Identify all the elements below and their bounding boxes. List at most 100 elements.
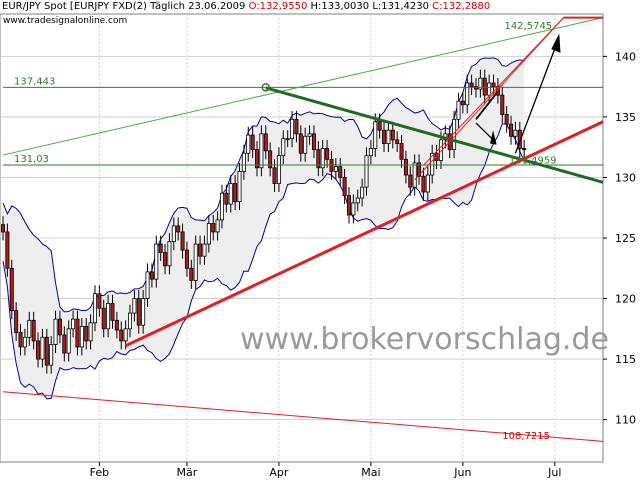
level-label-1314959: 131,4959	[509, 155, 557, 166]
y-tick-label: 130	[615, 171, 636, 184]
level-label-1425745: 142,5745	[504, 21, 552, 32]
candle-body	[18, 332, 23, 348]
candle-body	[36, 340, 41, 360]
candle-body	[395, 139, 400, 144]
x-tick-label: Jul	[547, 466, 561, 479]
x-tick-label: Feb	[90, 466, 109, 479]
candle-body	[193, 243, 198, 281]
y-tick-label: 125	[615, 232, 636, 245]
y-tick-label: 110	[615, 414, 636, 427]
candle-body	[14, 310, 19, 333]
candle-body	[281, 138, 286, 157]
target-arrowhead	[551, 33, 561, 53]
candle-body	[421, 175, 426, 193]
candle-body	[27, 319, 32, 338]
green-downtrend-line	[265, 86, 604, 184]
y-tick-label: 115	[615, 353, 636, 366]
candle-body	[211, 223, 216, 233]
candle-body	[171, 225, 176, 243]
candle-body	[320, 147, 325, 169]
candle-body	[149, 271, 154, 280]
website-label: www.tradesignalonline.com	[3, 16, 128, 26]
bollinger-upper	[2, 57, 525, 313]
candle-body	[487, 82, 492, 96]
candle-body	[500, 94, 505, 115]
candle-body	[373, 121, 378, 149]
candle-body	[9, 267, 14, 312]
x-tick-label: Apr	[269, 466, 289, 479]
candle-body	[180, 231, 185, 251]
candle-body	[491, 82, 496, 88]
candle-body	[325, 147, 330, 160]
candle-body	[355, 197, 360, 204]
candle-body	[198, 243, 203, 257]
candle-body	[71, 318, 76, 330]
candle-body	[246, 134, 251, 154]
candle-body	[62, 334, 67, 354]
candle-body	[154, 243, 159, 280]
target-arrow	[514, 36, 560, 154]
level-label-13103: 131,03	[14, 154, 49, 165]
candle-body	[167, 241, 172, 267]
candle-body	[504, 114, 509, 125]
candle-body	[163, 252, 168, 267]
candle-body	[22, 336, 27, 348]
pivot-marker	[261, 83, 271, 92]
candle-body	[189, 267, 194, 281]
candle-body	[351, 202, 356, 216]
candle-body	[386, 129, 391, 144]
bollinger-fill	[3, 57, 525, 399]
candle-body	[49, 344, 54, 366]
candle-body	[272, 167, 277, 184]
candle-body	[417, 162, 422, 177]
y-tick-label: 140	[615, 50, 636, 63]
red-channel-upper	[423, 17, 564, 166]
candle-body	[517, 129, 522, 149]
close-value: C:132,2880	[432, 1, 491, 12]
red-uptrend-line	[124, 120, 604, 348]
candle-body	[290, 118, 295, 140]
candle-body	[403, 158, 408, 176]
candle-body	[522, 147, 527, 151]
candle-body	[294, 118, 299, 135]
red-lower-line	[2, 391, 604, 442]
candle-body	[399, 143, 404, 160]
candle-body	[97, 293, 102, 309]
candle-body	[513, 129, 518, 137]
low-value: L:131,4230	[372, 1, 429, 12]
down-arrowhead	[490, 130, 497, 145]
candle-body	[66, 328, 71, 354]
candle-body	[84, 325, 89, 342]
candle-body	[136, 298, 141, 326]
candle-body	[219, 192, 224, 221]
candle-body	[509, 123, 514, 137]
candle-body	[478, 77, 483, 90]
candle-body	[176, 225, 181, 233]
candle-body	[482, 77, 487, 96]
candle-body	[303, 135, 308, 154]
candle-body	[141, 298, 146, 326]
candle-body	[158, 243, 163, 253]
candle-body	[5, 231, 10, 269]
instrument-label: EUR/JPY Spot [EURJPY FXD(2)	[2, 1, 147, 12]
candle-body	[92, 293, 97, 324]
candle-body	[342, 177, 347, 197]
x-tick-label: Mai	[361, 466, 380, 479]
pullback-mark	[475, 90, 499, 120]
candle-body	[215, 219, 220, 233]
red-channel-lower	[414, 17, 564, 181]
candle-body	[53, 318, 58, 345]
candle-body	[390, 129, 395, 141]
candle-body	[237, 171, 242, 203]
date-label: 23.06.2009	[188, 1, 246, 12]
level-label-137443: 137,443	[14, 76, 55, 87]
candle-body	[145, 271, 150, 299]
candle-body	[285, 138, 290, 141]
watermark-text: www.brokervorschlag.de	[240, 322, 609, 357]
x-tick-label: Jun	[453, 466, 471, 479]
candle-body	[338, 166, 343, 178]
candle-body	[460, 100, 465, 106]
candle-body	[364, 155, 369, 188]
candle-body	[430, 152, 435, 176]
